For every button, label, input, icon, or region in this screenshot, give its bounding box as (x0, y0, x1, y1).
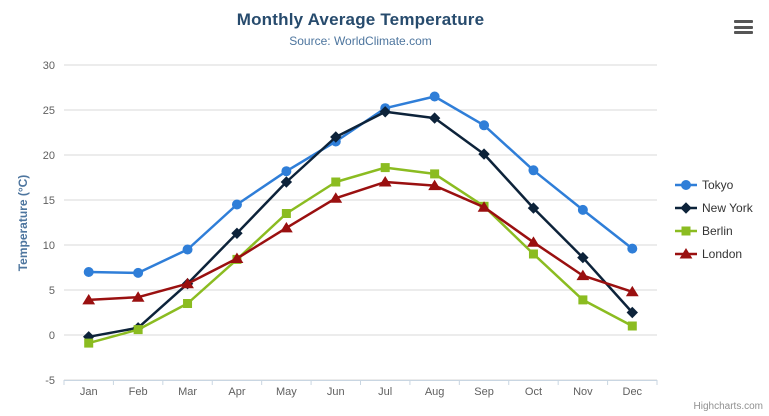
data-point-marker (428, 112, 441, 124)
data-point-marker (330, 131, 342, 143)
data-point-marker (281, 166, 292, 177)
x-tick-label: Jan (80, 386, 98, 398)
data-point-marker (231, 199, 242, 210)
data-point-marker (133, 267, 144, 278)
data-point-marker (528, 249, 538, 259)
data-point-marker (679, 247, 693, 258)
data-point-marker (627, 243, 638, 254)
data-point-marker (527, 202, 540, 214)
legend-marker-circle-icon (675, 179, 697, 190)
data-point-marker (478, 148, 490, 160)
hamburger-icon (734, 31, 753, 34)
data-point-marker (281, 209, 291, 218)
data-point-marker (527, 236, 540, 247)
data-point-marker (331, 177, 341, 187)
legend: Tokyo New York Berlin London (675, 173, 753, 265)
data-point-marker (82, 293, 96, 305)
data-point-marker (479, 120, 490, 131)
legend-marker-square-icon (675, 226, 697, 235)
y-tick-label: -5 (45, 375, 55, 387)
x-tick-label: Aug (425, 386, 445, 398)
data-point-marker (131, 291, 145, 302)
series-london (82, 176, 639, 305)
series-line-london (87, 180, 634, 302)
hamburger-icon (734, 25, 753, 29)
data-point-marker (577, 204, 588, 215)
data-point-marker (378, 176, 392, 187)
data-point-marker (627, 321, 637, 331)
y-axis-title: Temperature (°C) (16, 175, 30, 272)
y-tick-label: 10 (43, 240, 55, 252)
legend-item-new-york[interactable]: New York (675, 196, 753, 219)
chart-subtitle: Source: WorldClimate.com (289, 34, 432, 48)
x-tick-label: Mar (178, 386, 197, 398)
export-menu-button[interactable] (734, 20, 753, 34)
series-berlin (84, 163, 637, 348)
data-point-marker (181, 277, 194, 289)
data-point-marker (477, 201, 491, 212)
legend-label: London (702, 246, 743, 261)
x-tick-label: Nov (573, 386, 593, 398)
data-point-marker (329, 192, 343, 203)
data-point-marker (183, 299, 193, 308)
data-point-marker (133, 325, 143, 335)
legend-marker-triangle-icon (675, 247, 697, 258)
legend-item-tokyo[interactable]: Tokyo (675, 173, 753, 196)
x-tick-label: Sep (474, 386, 494, 398)
data-point-marker (231, 227, 243, 240)
legend-marker-diamond-icon (675, 201, 697, 214)
x-tick-label: May (276, 386, 297, 398)
data-point-marker (430, 169, 440, 179)
y-tick-label: 0 (49, 330, 55, 342)
data-point-marker (680, 201, 692, 214)
x-tick-label: Jul (378, 386, 392, 398)
series-new-york (83, 106, 638, 343)
series-tokyo (83, 91, 638, 278)
data-point-marker (429, 91, 440, 102)
legend-label: Berlin (702, 223, 733, 238)
x-tick-label: Oct (525, 386, 542, 398)
x-tick-label: Dec (623, 386, 643, 398)
x-tick-label: Jun (327, 386, 345, 398)
data-point-marker (576, 269, 590, 281)
x-tick-label: Feb (129, 386, 148, 398)
data-point-marker (230, 252, 244, 263)
y-tick-label: 30 (43, 60, 55, 72)
data-point-marker (578, 295, 588, 305)
data-point-marker (428, 179, 442, 191)
data-point-marker (83, 267, 94, 277)
chart-title: Monthly Average Temperature (236, 10, 485, 29)
data-point-marker (182, 244, 193, 255)
data-point-marker (626, 306, 638, 319)
y-tick-label: 25 (43, 105, 55, 117)
series-line-berlin (87, 166, 634, 345)
data-point-marker (625, 285, 639, 297)
x-tick-label: Apr (228, 386, 245, 398)
legend-item-berlin[interactable]: Berlin (675, 219, 753, 242)
y-tick-label: 20 (43, 150, 55, 162)
data-point-marker (528, 165, 539, 176)
legend-label: New York (702, 200, 753, 215)
series-line-new-york (87, 110, 634, 339)
data-point-marker (577, 251, 589, 264)
series-line-tokyo (87, 95, 634, 275)
credits-link[interactable]: Highcharts.com (693, 401, 763, 412)
y-tick-label: 15 (43, 195, 55, 207)
hamburger-icon (734, 20, 753, 23)
data-point-marker (84, 338, 94, 348)
data-point-marker (681, 226, 691, 235)
data-point-marker (681, 179, 691, 190)
data-point-marker (280, 176, 293, 188)
data-point-marker (379, 106, 391, 118)
legend-item-london[interactable]: London (675, 242, 753, 265)
legend-label: Tokyo (702, 177, 734, 192)
data-point-marker (380, 163, 390, 173)
y-tick-label: 5 (49, 285, 55, 297)
data-point-marker (279, 221, 293, 233)
